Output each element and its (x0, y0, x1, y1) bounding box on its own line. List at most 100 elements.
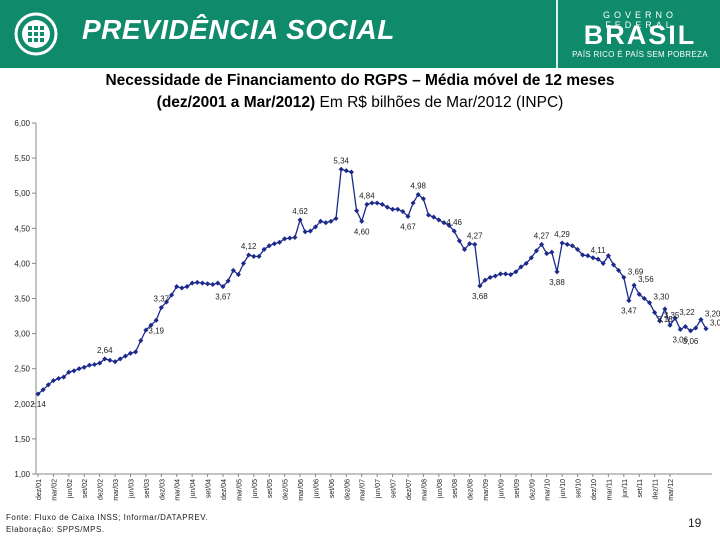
data-point (431, 214, 437, 220)
data-point (251, 253, 257, 259)
data-point (169, 292, 175, 298)
previdencia-logo-icon (14, 12, 58, 56)
data-point (482, 277, 488, 283)
x-tick-label: jun/11 (622, 479, 629, 499)
x-tick-label: set/06 (329, 479, 336, 498)
data-point (194, 279, 200, 285)
data-point (199, 280, 205, 286)
data-label: 3,69 (628, 267, 644, 276)
y-tick-label: 3,00 (14, 330, 30, 339)
data-point (343, 168, 349, 174)
data-point (307, 228, 313, 234)
data-label: 4,60 (354, 227, 370, 236)
data-point (374, 200, 380, 206)
data-point (292, 234, 298, 240)
data-point (297, 217, 303, 223)
data-label: 3,67 (215, 293, 231, 302)
data-point (240, 260, 247, 266)
data-label: 3,07 (710, 319, 720, 328)
data-point (508, 272, 514, 278)
data-label: 3,20 (705, 310, 720, 319)
data-point (230, 267, 236, 273)
data-point (631, 282, 637, 288)
data-point (559, 240, 565, 246)
data-point (179, 285, 185, 291)
data-label: 3,18 (657, 315, 673, 324)
data-point (215, 280, 221, 286)
data-point (605, 253, 611, 259)
data-point (616, 267, 622, 273)
data-point (133, 349, 139, 355)
data-point (107, 357, 113, 363)
data-point (574, 246, 581, 252)
data-point (621, 274, 627, 280)
data-point (117, 356, 123, 362)
data-point (569, 243, 575, 249)
data-point (436, 217, 442, 223)
x-tick-label: jun/04 (190, 479, 197, 499)
data-point (163, 299, 170, 305)
source-note: Fonte: Fluxo de Caixa INSS; Informar/DAT… (6, 512, 208, 536)
chart-title-period: (dez/2001 a Mar/2012) (156, 94, 316, 111)
data-point (610, 262, 617, 268)
data-point (703, 326, 709, 332)
y-tick-label: 1,00 (14, 470, 30, 479)
data-point (127, 350, 134, 356)
data-point (220, 284, 226, 290)
data-point (261, 246, 267, 252)
x-tick-label: set/09 (514, 479, 521, 498)
data-point (441, 220, 447, 226)
x-tick-label: jun/07 (375, 479, 382, 499)
data-point (600, 260, 606, 266)
x-tick-label: set/03 (144, 479, 151, 498)
data-point (400, 208, 406, 215)
x-tick-label: set/11 (637, 479, 644, 498)
x-tick-label: set/08 (452, 479, 459, 498)
y-tick-label: 3,50 (14, 295, 30, 304)
x-tick-label: mar/09 (483, 479, 490, 501)
x-tick-label: mar/12 (668, 479, 675, 501)
data-label: 3,68 (472, 292, 488, 301)
data-point (61, 374, 67, 380)
data-point (328, 218, 334, 224)
y-tick-label: 2,00 (14, 400, 30, 409)
x-tick-label: mar/06 (298, 479, 305, 501)
y-tick-label: 4,00 (14, 259, 30, 268)
data-point (549, 249, 555, 255)
header-separator (556, 0, 558, 68)
data-point (271, 241, 277, 247)
x-tick-label: set/04 (206, 479, 213, 498)
data-point (395, 206, 401, 212)
data-point (497, 271, 504, 277)
data-label: 4,98 (410, 182, 426, 191)
data-point (554, 269, 560, 275)
data-label: 4,11 (591, 246, 607, 255)
x-tick-label: mar/10 (545, 479, 552, 501)
data-point (390, 206, 396, 212)
data-point (81, 364, 87, 370)
data-point (143, 327, 149, 333)
data-label: 2,64 (97, 346, 113, 355)
x-tick-label: mar/11 (606, 479, 613, 500)
data-point (225, 278, 231, 284)
data-point (276, 239, 283, 245)
data-point (369, 200, 375, 206)
data-point (66, 369, 72, 375)
x-tick-label: mar/05 (236, 479, 243, 501)
data-label: 3,37 (154, 295, 170, 304)
data-point (348, 169, 354, 175)
data-point (138, 338, 144, 344)
data-point (122, 353, 128, 359)
x-tick-label: set/10 (576, 479, 583, 498)
data-point (652, 309, 658, 316)
x-tick-label: jun/03 (128, 479, 135, 499)
x-tick-label: dez/03 (159, 479, 166, 500)
data-point (287, 235, 293, 241)
data-point (518, 264, 524, 270)
data-point (50, 378, 56, 384)
x-tick-label: jun/09 (498, 479, 505, 499)
data-point (472, 241, 478, 247)
data-point (189, 280, 195, 286)
x-tick-label: mar/03 (113, 479, 120, 501)
data-label: 3,35 (664, 311, 680, 320)
